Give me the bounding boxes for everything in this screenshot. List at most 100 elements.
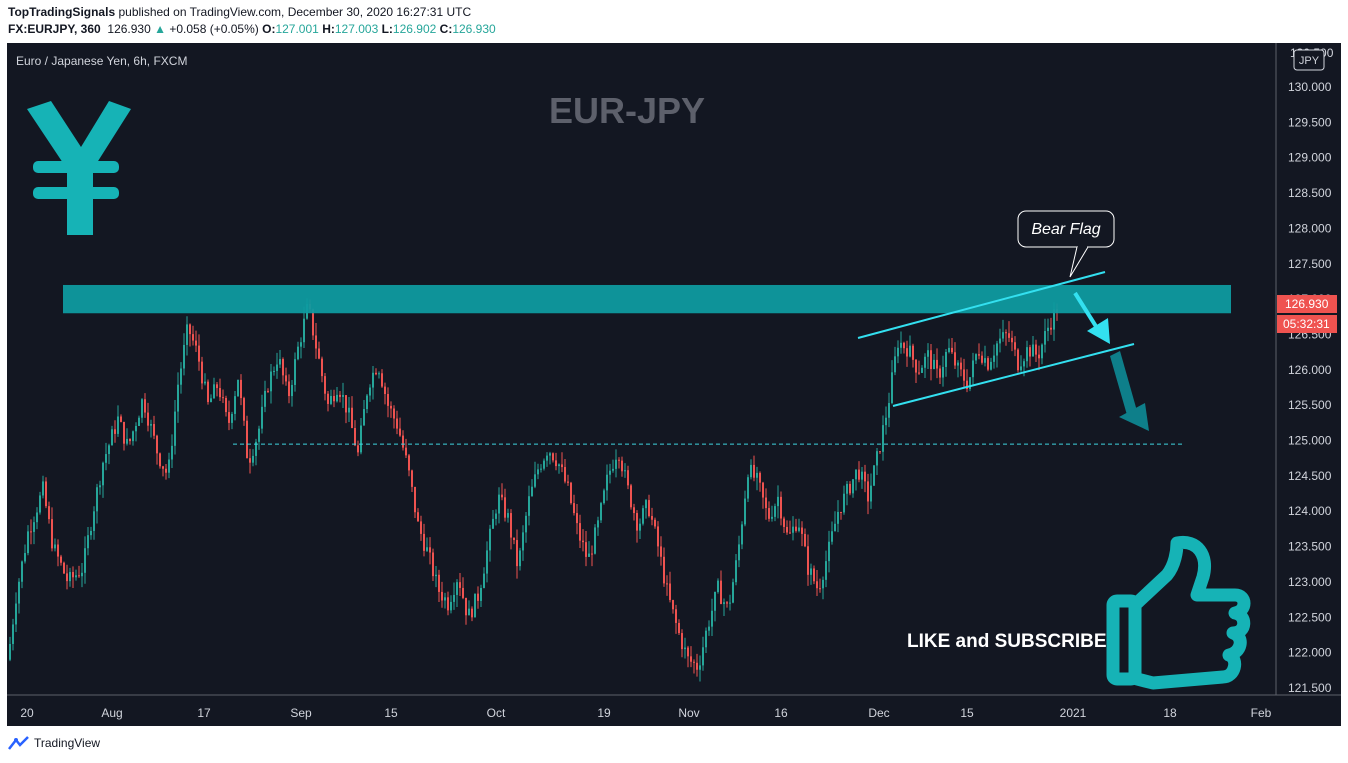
candle-body [72, 572, 74, 578]
candle-body [702, 647, 704, 666]
candle-body [963, 369, 965, 381]
candle-body [222, 397, 224, 399]
candle-body [783, 518, 785, 527]
price-tick-label: 127.500 [1288, 257, 1332, 271]
candle-body [966, 380, 968, 390]
candle-body [447, 597, 449, 611]
candle-body [426, 547, 428, 551]
arrow-1-icon [1073, 291, 1110, 344]
candle-body [69, 572, 71, 582]
chart-frame[interactable]: Bear Flag Euro / Japanese Yen, 6h, FXCM … [7, 43, 1341, 726]
candle-body [801, 527, 803, 534]
candle-body [120, 416, 122, 422]
bear-flag-callout[interactable]: Bear Flag [1017, 210, 1115, 278]
price-tick-label: 125.500 [1288, 398, 1332, 412]
candle-body [681, 633, 683, 650]
candle-body [1017, 349, 1019, 371]
thumbs-up-icon[interactable] [1106, 535, 1251, 690]
candle-body [996, 343, 998, 356]
publisher-name[interactable]: TopTradingSignals [8, 5, 116, 19]
candle-body [264, 390, 266, 407]
candle-body [792, 526, 794, 533]
candle-body [942, 366, 944, 378]
candle-body [357, 445, 359, 453]
candle-body [390, 405, 392, 409]
candle-body [288, 381, 290, 397]
candle-body [900, 342, 902, 348]
candle-body [705, 630, 707, 648]
candle-body [414, 486, 416, 513]
price-axis[interactable]: 130.000 129.500 129.000 128.500 128.000 127.5… [1288, 80, 1332, 695]
candle-body [84, 548, 86, 573]
candle-body [735, 560, 737, 583]
time-tick-label: Nov [678, 706, 699, 720]
candle-body [795, 526, 797, 531]
time-tick-label: Oct [487, 706, 506, 720]
candle-body [543, 460, 545, 469]
candle-body [480, 587, 482, 601]
candle-body [1020, 366, 1022, 371]
candle-body [927, 350, 929, 357]
candle-body [732, 582, 734, 603]
candle-body [828, 541, 830, 562]
candle-body [471, 608, 473, 618]
time-tick-label: Aug [101, 706, 122, 720]
candle-body [459, 582, 461, 588]
candle-body [96, 487, 98, 512]
candle-body [393, 408, 395, 419]
time-tick-label: Feb [1251, 706, 1272, 720]
candle-body [540, 468, 542, 470]
candle-body [201, 361, 203, 384]
price-tick-label: 123.000 [1288, 575, 1332, 589]
candle-body [117, 416, 119, 434]
arrow-2-icon [1110, 351, 1149, 431]
close-label: C: [439, 22, 453, 36]
time-tick-label: 16 [774, 706, 788, 720]
candle-body [27, 531, 29, 554]
candle-body [327, 393, 329, 404]
low-value: 126.902 [392, 22, 437, 36]
candle-body [276, 364, 278, 371]
time-tick-label: 15 [960, 706, 974, 720]
price-tick-label: 123.500 [1288, 540, 1332, 554]
time-tick-label: 2021 [1060, 706, 1087, 720]
time-axis[interactable]: 20 Aug 17 Sep 15 Oct 19 Nov 16 Dec 15 2021 18 Feb [20, 706, 1271, 720]
candle-body [339, 394, 341, 397]
candle-body [708, 626, 710, 631]
candle-body [648, 500, 650, 517]
candle-body [51, 519, 53, 549]
candle-body [399, 428, 401, 436]
candle-body [957, 362, 959, 366]
candle-body [237, 379, 239, 397]
candle-body [216, 384, 218, 389]
flag-upper-line[interactable] [857, 271, 1106, 339]
price-tick-label: 130.000 [1288, 80, 1332, 94]
footer-brand[interactable]: TradingView [8, 736, 100, 750]
candle-body [621, 460, 623, 472]
candle-body [603, 490, 605, 504]
candle-body [498, 494, 500, 514]
candle-body [198, 345, 200, 362]
price-chart[interactable]: Bear Flag Euro / Japanese Yen, 6h, FXCM … [7, 43, 1341, 726]
candle-body [924, 356, 926, 368]
candle-body [594, 527, 596, 554]
currency-badge[interactable]: JPY [1299, 55, 1320, 67]
candle-body [645, 500, 647, 509]
candle-body [456, 582, 458, 595]
candle-body [192, 334, 194, 341]
candle-body [1041, 344, 1043, 359]
candle-body [375, 372, 377, 375]
resistance-zone[interactable] [63, 284, 1231, 314]
candle-body [528, 496, 530, 516]
candle-body [663, 556, 665, 584]
candle-body [501, 494, 503, 498]
flag-lower-line[interactable] [892, 343, 1135, 407]
candle-body [9, 643, 11, 660]
candle-body [780, 496, 782, 519]
close-value: 126.930 [452, 22, 496, 36]
candle-body [564, 467, 566, 482]
candle-body [975, 354, 977, 361]
candle-body [939, 368, 941, 378]
like-subscribe-text[interactable]: LIKE and SUBSCRIBE [907, 631, 1107, 652]
candle-body [570, 482, 572, 504]
